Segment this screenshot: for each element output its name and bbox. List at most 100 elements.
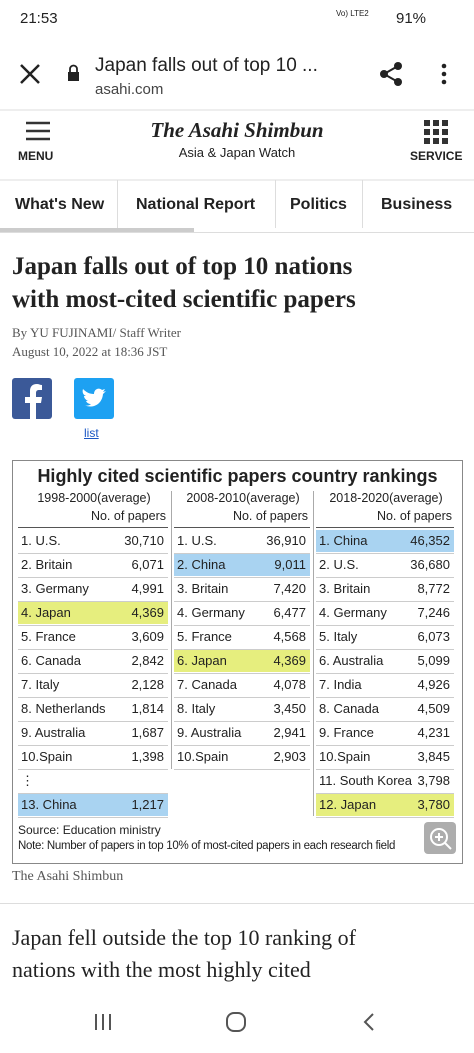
row-rule: [174, 649, 310, 650]
papers: 6,073: [417, 629, 450, 644]
row-rule: [18, 553, 168, 554]
share-link[interactable]: list: [84, 426, 99, 440]
nav-underline: [0, 228, 194, 232]
zoom-icon[interactable]: [423, 821, 457, 855]
menu-label[interactable]: MENU: [18, 149, 54, 163]
date: August 10, 2022 at 18:36 JST: [12, 344, 168, 359]
papers: 9,011: [274, 557, 306, 572]
papers: 4,369: [131, 605, 164, 620]
share-icon[interactable]: [380, 62, 402, 86]
rank: 6. Canada: [21, 653, 81, 668]
header-icons: [0, 120, 474, 181]
highlight: [174, 554, 310, 576]
papers: 1,217: [131, 797, 164, 812]
service-label[interactable]: SERVICE: [410, 149, 463, 163]
rank: 3. Britain: [319, 581, 371, 596]
home-button[interactable]: [226, 1012, 246, 1032]
header-rule: [18, 527, 168, 528]
menu-icon[interactable]: [26, 121, 50, 141]
row-rule: [174, 769, 310, 770]
row-rule: [174, 745, 310, 746]
lock-icon: [68, 72, 79, 81]
header-rule: [316, 527, 454, 528]
byline: By YU FUJINAMI/ Staff Writer: [12, 325, 181, 340]
papers: 3,798: [417, 773, 450, 788]
rank: 3. Britain: [177, 581, 229, 596]
headline: with most-cited scientific papers: [12, 286, 356, 313]
back-button[interactable]: [363, 1013, 374, 1031]
rank: 11. South Korea: [319, 773, 412, 788]
row-rule: [174, 625, 310, 626]
row-rule: [18, 817, 168, 818]
rank: 1. China: [319, 533, 368, 548]
papers: 2,128: [131, 677, 164, 692]
rank: 2. China: [177, 557, 226, 572]
service-icon[interactable]: [424, 120, 448, 144]
status-network: Vo) LTE2: [336, 9, 369, 18]
rank: 10.Spain: [177, 749, 229, 764]
rank: 6. Australia: [319, 653, 384, 668]
row-rule: [174, 697, 310, 698]
share-buttons: [12, 378, 114, 419]
rank: 10.Spain: [319, 749, 371, 764]
row-rule: [18, 601, 168, 602]
rank: 7. Canada: [177, 677, 237, 692]
papers: 46,352: [410, 533, 450, 548]
figure-title: Highly cited scientific papers country r…: [37, 466, 438, 486]
row-rule: [18, 745, 168, 746]
row-rule: [316, 601, 454, 602]
figure[interactable]: Highly cited scientific papers country r…: [12, 460, 463, 864]
rank: 2. U.S.: [319, 557, 359, 572]
rank: 2. Britain: [21, 557, 73, 572]
twitter-button[interactable]: [74, 378, 114, 419]
highlight: [174, 650, 310, 672]
nav-item[interactable]: Politics: [290, 196, 347, 213]
papers: 1,814: [131, 701, 164, 716]
headline: Japan falls out of top 10 nations: [12, 253, 353, 280]
close-icon[interactable]: [20, 64, 40, 84]
rank: 9. Australia: [177, 725, 242, 740]
more-icon[interactable]: [441, 63, 447, 85]
recent-apps[interactable]: [95, 1014, 111, 1030]
status-time: 21:53: [20, 10, 58, 27]
logo[interactable]: The Asahi Shimbun: [150, 118, 324, 142]
body-text: nations with the most highly cited: [12, 957, 311, 982]
highlight: [316, 530, 454, 552]
rank: 8. Canada: [319, 701, 379, 716]
highlight: [316, 794, 454, 816]
papers: 36,910: [266, 533, 306, 548]
papers: 4,369: [273, 653, 306, 668]
rank: 6. Japan: [177, 653, 227, 668]
papers: 7,246: [417, 605, 450, 620]
page-title: Japan falls out of top 10 ...: [95, 55, 318, 76]
page-url[interactable]: asahi.com: [95, 81, 164, 98]
papers: 36,680: [410, 557, 450, 572]
rank: 3. Germany: [21, 581, 89, 596]
facebook-button[interactable]: [12, 378, 52, 419]
column-rule: [171, 491, 172, 769]
papers: 3,845: [417, 749, 450, 764]
rank: 9. France: [319, 725, 374, 740]
rank: 9. Australia: [21, 725, 86, 740]
nav-item[interactable]: Business: [381, 196, 453, 213]
papers: 30,710: [124, 533, 164, 548]
highlight: [18, 602, 168, 624]
column-rule: [313, 491, 314, 816]
papers: 1,687: [131, 725, 164, 740]
rank: 4. Germany: [177, 605, 245, 620]
rank: 13. China: [21, 797, 77, 812]
row-rule: [18, 673, 168, 674]
row-rule: [316, 625, 454, 626]
system-nav: [0, 992, 474, 1053]
row-rule: [18, 697, 168, 698]
row-rule: [18, 577, 168, 578]
row-rule: [316, 673, 454, 674]
column-unit: No. of papers: [90, 509, 166, 523]
nav-item[interactable]: National Report: [136, 196, 256, 213]
rank: 1. U.S.: [21, 533, 61, 548]
papers: 4,991: [131, 581, 164, 596]
rank: 5. France: [177, 629, 232, 644]
papers: 8,772: [417, 581, 450, 596]
papers: 4,568: [273, 629, 306, 644]
nav-item[interactable]: What's New: [15, 196, 105, 213]
